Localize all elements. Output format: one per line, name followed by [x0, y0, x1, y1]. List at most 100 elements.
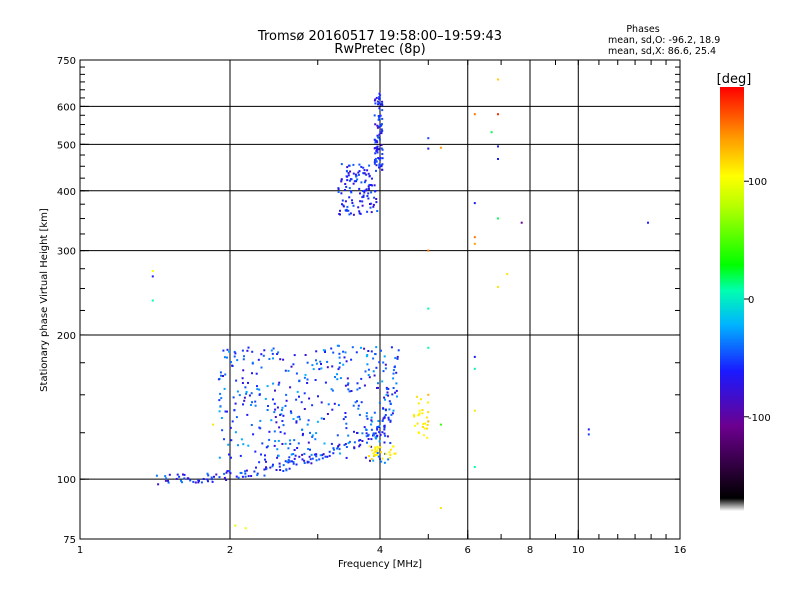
data-point [236, 390, 239, 393]
data-point [375, 454, 378, 456]
data-point [345, 456, 348, 459]
data-point [323, 442, 326, 445]
data-point [377, 125, 380, 128]
data-point [473, 355, 476, 358]
y-axis-label: Stationary phase Virtual Height [km] [39, 208, 50, 392]
data-point [473, 113, 476, 116]
data-point [345, 446, 348, 448]
data-point [362, 172, 365, 175]
data-point [374, 446, 377, 449]
x-tick-label: 8 [527, 545, 533, 556]
data-point [374, 159, 376, 161]
data-point [247, 346, 250, 349]
data-point [284, 369, 287, 372]
data-point [202, 478, 205, 480]
data-point [244, 527, 247, 530]
data-point [165, 477, 168, 480]
data-point [365, 435, 368, 438]
data-point [242, 358, 245, 361]
data-point [293, 354, 296, 357]
data-point [307, 461, 310, 464]
data-point [382, 407, 385, 410]
data-point [326, 360, 329, 363]
data-point [327, 403, 330, 406]
data-point [307, 441, 310, 444]
data-point [345, 185, 348, 188]
data-point [342, 418, 345, 421]
data-point [314, 379, 317, 381]
data-point [178, 475, 181, 478]
data-point [380, 123, 383, 126]
data-point [277, 351, 280, 354]
data-point [278, 426, 281, 429]
data-point [381, 420, 384, 422]
data-point [374, 102, 377, 105]
data-point [339, 452, 341, 455]
data-point [246, 413, 249, 416]
data-point [375, 150, 378, 153]
data-point [351, 346, 354, 349]
data-point [361, 204, 364, 207]
data-point [425, 416, 428, 419]
data-point [497, 217, 499, 220]
data-point [280, 413, 283, 416]
data-point [296, 416, 299, 419]
data-point [423, 427, 426, 430]
data-point [303, 452, 306, 455]
data-point [301, 434, 304, 437]
data-point [473, 202, 476, 205]
data-point [381, 168, 384, 171]
data-point [256, 472, 259, 475]
data-point [376, 387, 378, 389]
data-point [369, 459, 371, 462]
data-point [301, 458, 304, 461]
data-point [226, 348, 229, 351]
data-point [207, 480, 209, 483]
data-point [383, 441, 386, 444]
data-point [383, 461, 386, 464]
data-point [392, 377, 395, 380]
data-point [254, 400, 257, 403]
data-point [370, 428, 373, 431]
x-tick-label: 2 [227, 545, 233, 556]
data-point [359, 200, 362, 203]
data-point [520, 221, 523, 224]
data-point [274, 440, 277, 443]
data-point [243, 399, 246, 402]
data-point [333, 448, 335, 451]
data-point [306, 423, 309, 426]
data-point [234, 431, 237, 434]
data-point [370, 211, 373, 214]
data-point [242, 443, 245, 446]
data-point [263, 349, 266, 352]
data-point [383, 355, 386, 358]
data-point [473, 409, 476, 412]
data-point [354, 401, 357, 404]
data-point [377, 148, 380, 151]
data-point [337, 188, 340, 190]
data-point [366, 363, 369, 366]
data-point [247, 475, 250, 478]
data-point [389, 419, 392, 422]
data-point [332, 452, 335, 455]
data-point [278, 465, 281, 468]
data-point [231, 364, 234, 367]
data-point [350, 191, 353, 194]
colorbar-ticks: 100 0 -100 [744, 177, 771, 424]
data-point [370, 419, 373, 422]
data-point [250, 424, 253, 426]
data-point [384, 363, 387, 366]
data-point [377, 103, 379, 106]
data-point [391, 393, 394, 396]
data-point [387, 416, 390, 419]
data-point [363, 181, 366, 184]
data-point [223, 438, 225, 441]
data-point [213, 475, 215, 478]
data-point [295, 463, 298, 466]
data-point [344, 189, 346, 191]
data-point [228, 350, 230, 353]
data-point [394, 452, 397, 455]
data-point [376, 151, 379, 154]
colorbar [720, 87, 744, 511]
data-point [281, 443, 284, 445]
